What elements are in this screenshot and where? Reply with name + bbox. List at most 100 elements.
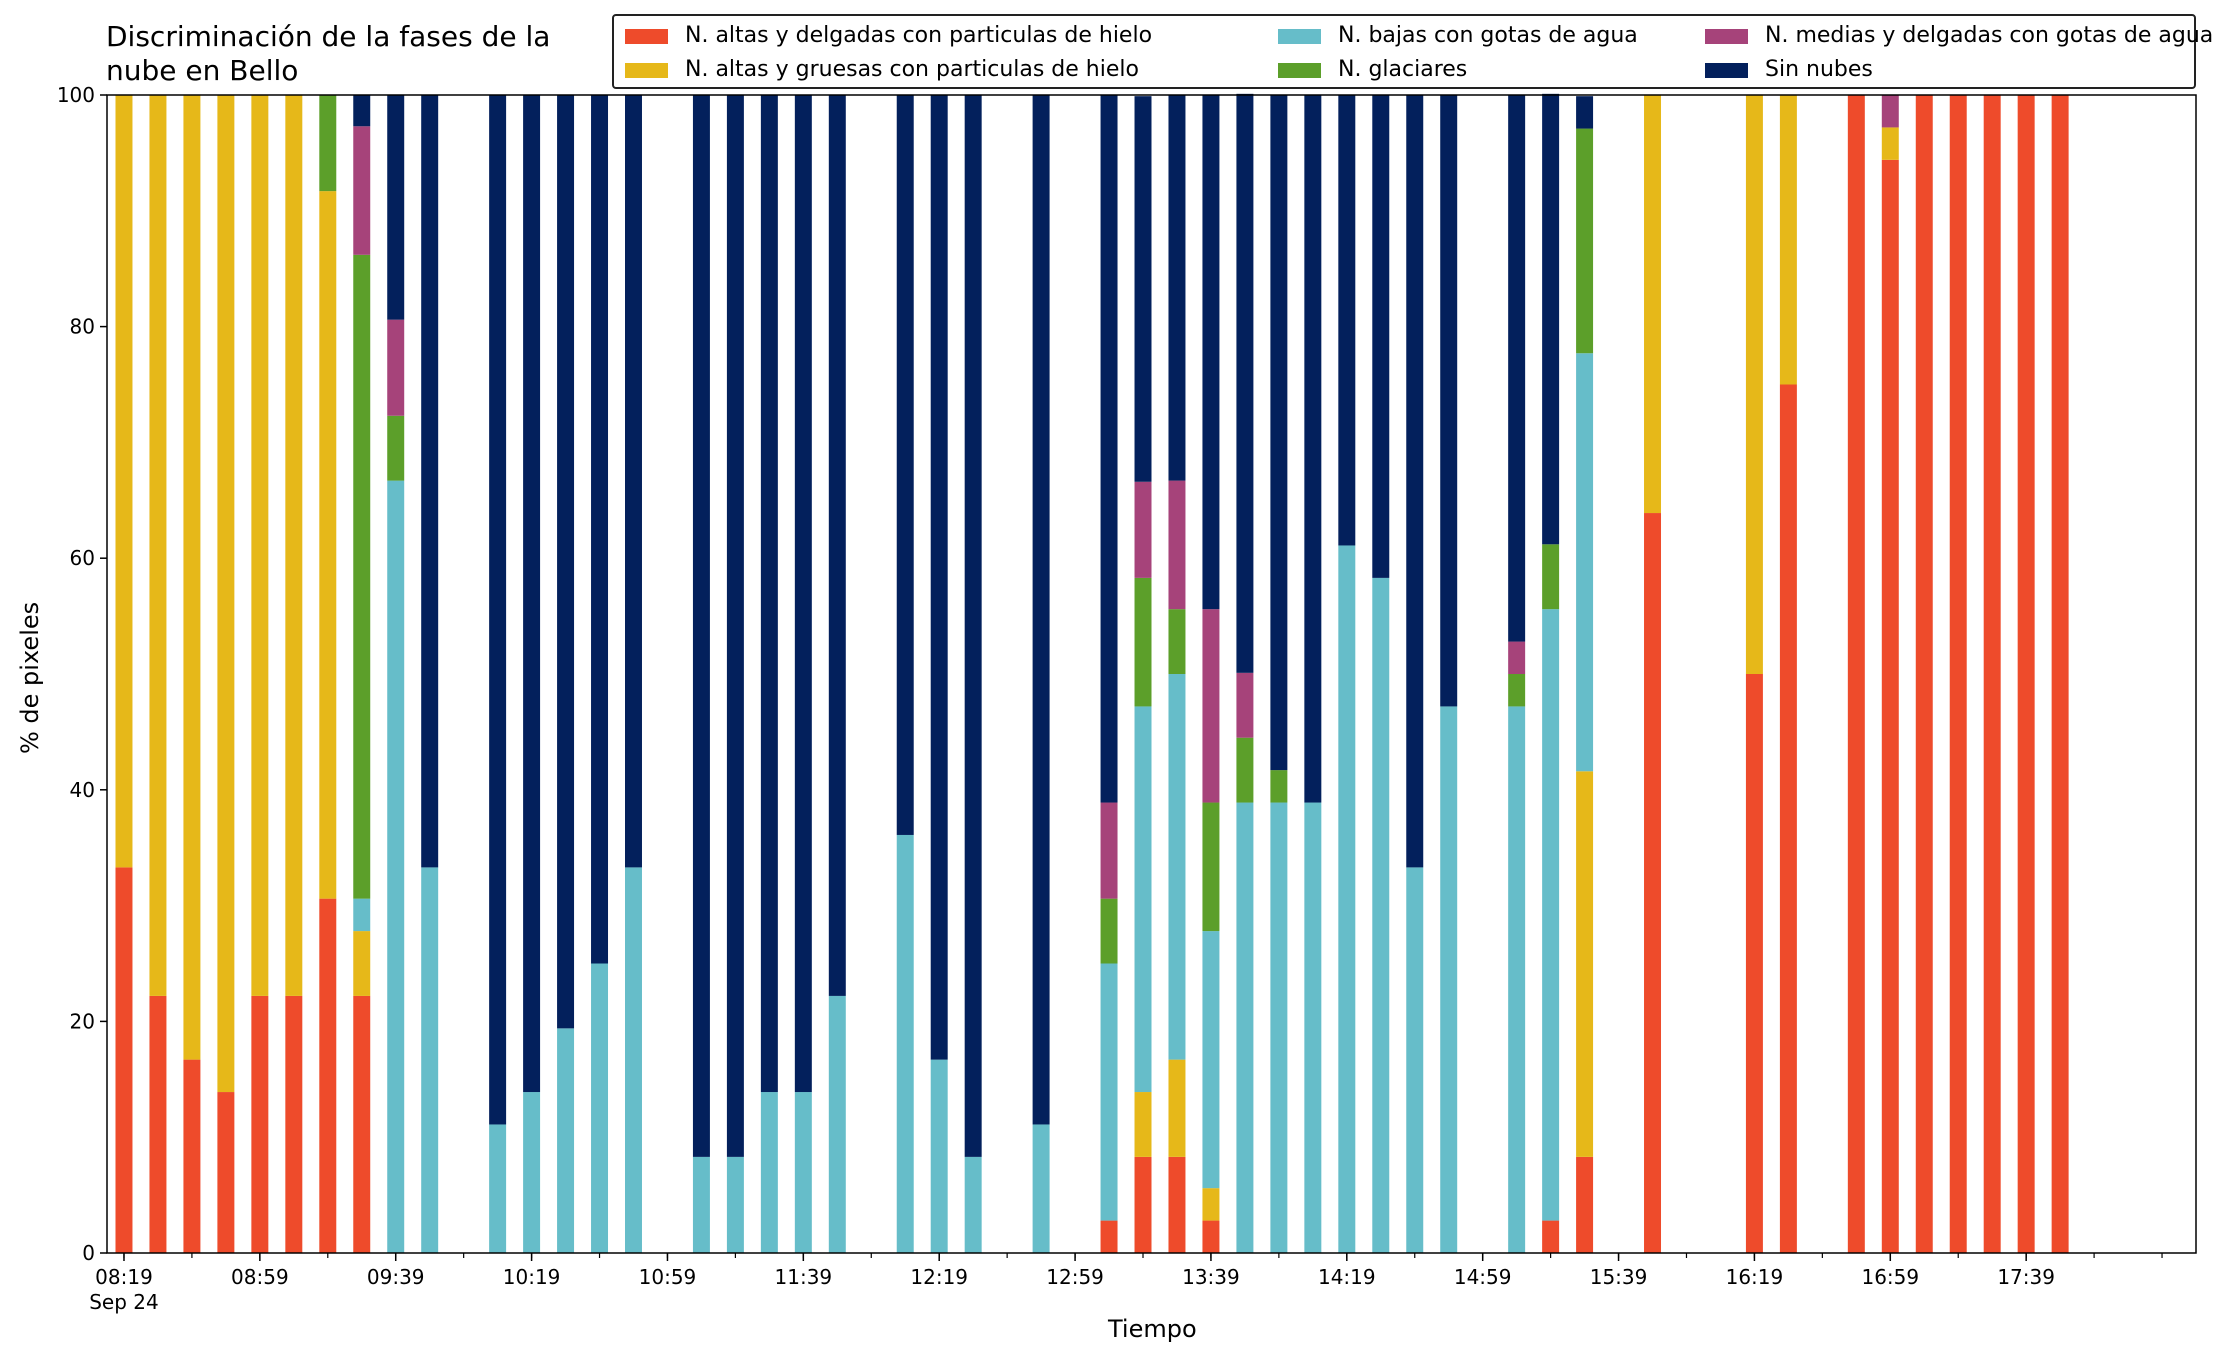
y-tick-label: 40 <box>70 778 95 802</box>
bar-segment <box>1270 770 1288 803</box>
bar-segment <box>1202 802 1220 932</box>
bar-segment <box>1644 95 1662 514</box>
bar-segment <box>930 1059 948 1253</box>
bar-segment <box>625 867 642 1253</box>
bar-segment <box>1168 480 1186 610</box>
bar-segment <box>1304 802 1322 1253</box>
bar-segment <box>319 191 337 899</box>
bar-segment <box>760 95 778 1093</box>
bar-segment <box>319 898 337 1253</box>
y-tick-label: 20 <box>70 1009 95 1033</box>
bar-segment <box>692 1156 710 1253</box>
bar-segment <box>591 963 609 1253</box>
bar-segment <box>1508 674 1526 707</box>
bar-segment <box>149 95 167 996</box>
bar-segment <box>421 95 439 868</box>
bar-segment <box>285 995 303 1253</box>
x-tick-label: 12:19 <box>910 1265 968 1289</box>
bar-segment <box>1100 963 1118 1221</box>
x-tick-label: 08:19 <box>95 1265 153 1289</box>
bar-segment <box>1032 1124 1050 1253</box>
legend-swatch-bajas <box>1278 28 1321 44</box>
x-tick-label: 12:59 <box>1046 1265 1104 1289</box>
bar-segment <box>1134 481 1152 578</box>
bar-segment <box>1508 95 1526 642</box>
bar-segment <box>1134 577 1152 707</box>
bar-segment <box>1983 95 2001 1253</box>
bar-segment <box>1542 93 1560 545</box>
bar-segment <box>489 1124 507 1253</box>
bar-segment <box>1270 95 1288 771</box>
x-tick-label: 10:59 <box>639 1265 697 1289</box>
bar-segment <box>1779 384 1797 1253</box>
bar-segment <box>319 95 337 192</box>
legend-item: N. altas y gruesas con particulas de hie… <box>625 57 1139 82</box>
bar-segment <box>183 1059 201 1253</box>
bar-segment <box>1644 513 1662 1253</box>
chart-legend: N. altas y delgadas con particulas de hi… <box>612 14 2213 89</box>
bar-segment <box>1440 95 1458 707</box>
x-tick-label: 14:19 <box>1318 1265 1376 1289</box>
bar-segment <box>1100 898 1118 964</box>
bar-segment <box>1440 706 1458 1253</box>
bar-segment <box>1881 95 1899 128</box>
x-tick-label: 10:19 <box>503 1265 561 1289</box>
bar-segment <box>1100 95 1118 803</box>
bar-segment <box>421 867 439 1253</box>
y-tick-label: 60 <box>70 546 95 570</box>
x-tick-label: 15:39 <box>1590 1265 1648 1289</box>
bar-segment <box>1542 544 1560 610</box>
legend-label: N. medias y delgadas con gotas de agua <box>1765 23 2214 48</box>
bar-segment <box>387 319 405 416</box>
legend-label: N. glaciares <box>1338 57 1468 82</box>
legend-label: N. altas y gruesas con particulas de hie… <box>685 57 1139 82</box>
bar-segment <box>353 931 371 996</box>
bar-segment <box>353 254 371 899</box>
bar-segment <box>1168 609 1186 674</box>
y-tick-label: 80 <box>70 315 95 339</box>
bar-segment <box>1202 609 1220 803</box>
bar-segment <box>183 95 201 1060</box>
legend-label: N. bajas con gotas de agua <box>1338 23 1638 48</box>
legend-swatch-altas-gruesas <box>625 62 668 78</box>
bar-segment <box>896 834 914 1253</box>
x-tick-label: 11:39 <box>775 1265 833 1289</box>
bar-segment <box>1881 159 1899 1254</box>
bar-segment <box>1338 95 1356 546</box>
x-tick-label: 16:19 <box>1726 1265 1784 1289</box>
x-tick-label: 16:59 <box>1861 1265 1919 1289</box>
legend-swatch-medias <box>1705 28 1748 44</box>
bar-segment <box>557 95 575 1029</box>
bar-segment <box>353 126 371 255</box>
bar-segment <box>1134 1092 1152 1157</box>
x-tick-date-label: Sep 24 <box>89 1290 159 1314</box>
bar-segment <box>557 1028 575 1253</box>
bar-segment <box>115 867 133 1253</box>
bar-segment <box>1100 802 1118 899</box>
bar-segment <box>1236 802 1254 1253</box>
bar-segment <box>1372 577 1390 1253</box>
bar-segment <box>625 95 642 868</box>
bar-segment <box>828 95 846 996</box>
bar-segment <box>1270 802 1288 1253</box>
bar-segment <box>726 1156 744 1253</box>
bar-segment <box>760 1092 778 1253</box>
bar-segment <box>1168 1156 1186 1253</box>
bar-segment <box>1508 641 1526 674</box>
bar-segment <box>1576 353 1594 772</box>
bar-segment <box>828 995 846 1253</box>
bar-segment <box>1100 1220 1118 1253</box>
bar-segment <box>115 95 133 868</box>
legend-label: Sin nubes <box>1765 57 1873 82</box>
bar-segment <box>387 415 405 481</box>
bar-segment <box>1508 706 1526 1253</box>
bar-segment <box>523 95 541 1093</box>
bar-segment <box>794 1092 812 1253</box>
bar-segment <box>794 95 812 1093</box>
bar-segment <box>285 95 303 996</box>
bar-segment <box>217 1092 235 1253</box>
bar-segment <box>1032 95 1050 1125</box>
y-tick-label: 0 <box>82 1241 95 1265</box>
legend-swatch-sin-nubes <box>1705 62 1748 78</box>
